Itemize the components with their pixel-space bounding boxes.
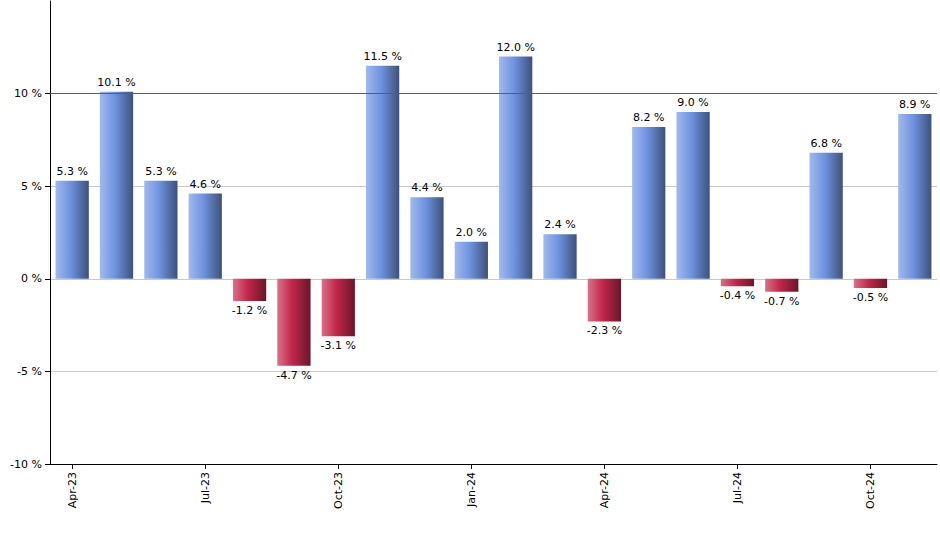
svg-text:6.8 %: 6.8 % (810, 137, 841, 150)
svg-text:10 %: 10 % (14, 87, 42, 100)
svg-text:-0.4 %: -0.4 % (720, 289, 755, 302)
svg-text:Oct-23: Oct-23 (332, 472, 345, 509)
svg-text:10.1 %: 10.1 % (97, 76, 135, 89)
svg-text:5.3 %: 5.3 % (145, 165, 176, 178)
svg-text:-10 %: -10 % (10, 458, 42, 471)
svg-text:12.0 %: 12.0 % (496, 41, 534, 54)
svg-text:Apr-24: Apr-24 (598, 472, 611, 508)
svg-text:Apr-23: Apr-23 (66, 472, 79, 508)
svg-text:Jan-24: Jan-24 (465, 472, 478, 508)
svg-text:4.4 %: 4.4 % (411, 181, 442, 194)
svg-text:9.0 %: 9.0 % (677, 96, 708, 109)
svg-text:2.4 %: 2.4 % (544, 218, 575, 231)
svg-text:0 %: 0 % (21, 272, 42, 285)
svg-text:5.3 %: 5.3 % (56, 165, 87, 178)
svg-text:Jul-23: Jul-23 (199, 472, 212, 504)
svg-text:-0.5 %: -0.5 % (853, 291, 888, 304)
svg-text:4.6 %: 4.6 % (189, 178, 220, 191)
svg-text:-0.7 %: -0.7 % (764, 295, 799, 308)
svg-text:-4.7 %: -4.7 % (276, 369, 311, 382)
svg-text:-2.3 %: -2.3 % (587, 324, 622, 337)
svg-text:2.0 %: 2.0 % (456, 226, 487, 239)
svg-text:-3.1 %: -3.1 % (321, 339, 356, 352)
svg-text:Oct-24: Oct-24 (864, 472, 877, 509)
svg-text:Jul-24: Jul-24 (731, 472, 744, 504)
svg-text:-1.2 %: -1.2 % (232, 304, 267, 317)
svg-text:5 %: 5 % (21, 180, 42, 193)
svg-text:8.9 %: 8.9 % (899, 98, 930, 111)
svg-text:8.2 %: 8.2 % (633, 111, 664, 124)
svg-text:11.5 %: 11.5 % (363, 50, 401, 63)
svg-text:-5 %: -5 % (17, 365, 42, 378)
